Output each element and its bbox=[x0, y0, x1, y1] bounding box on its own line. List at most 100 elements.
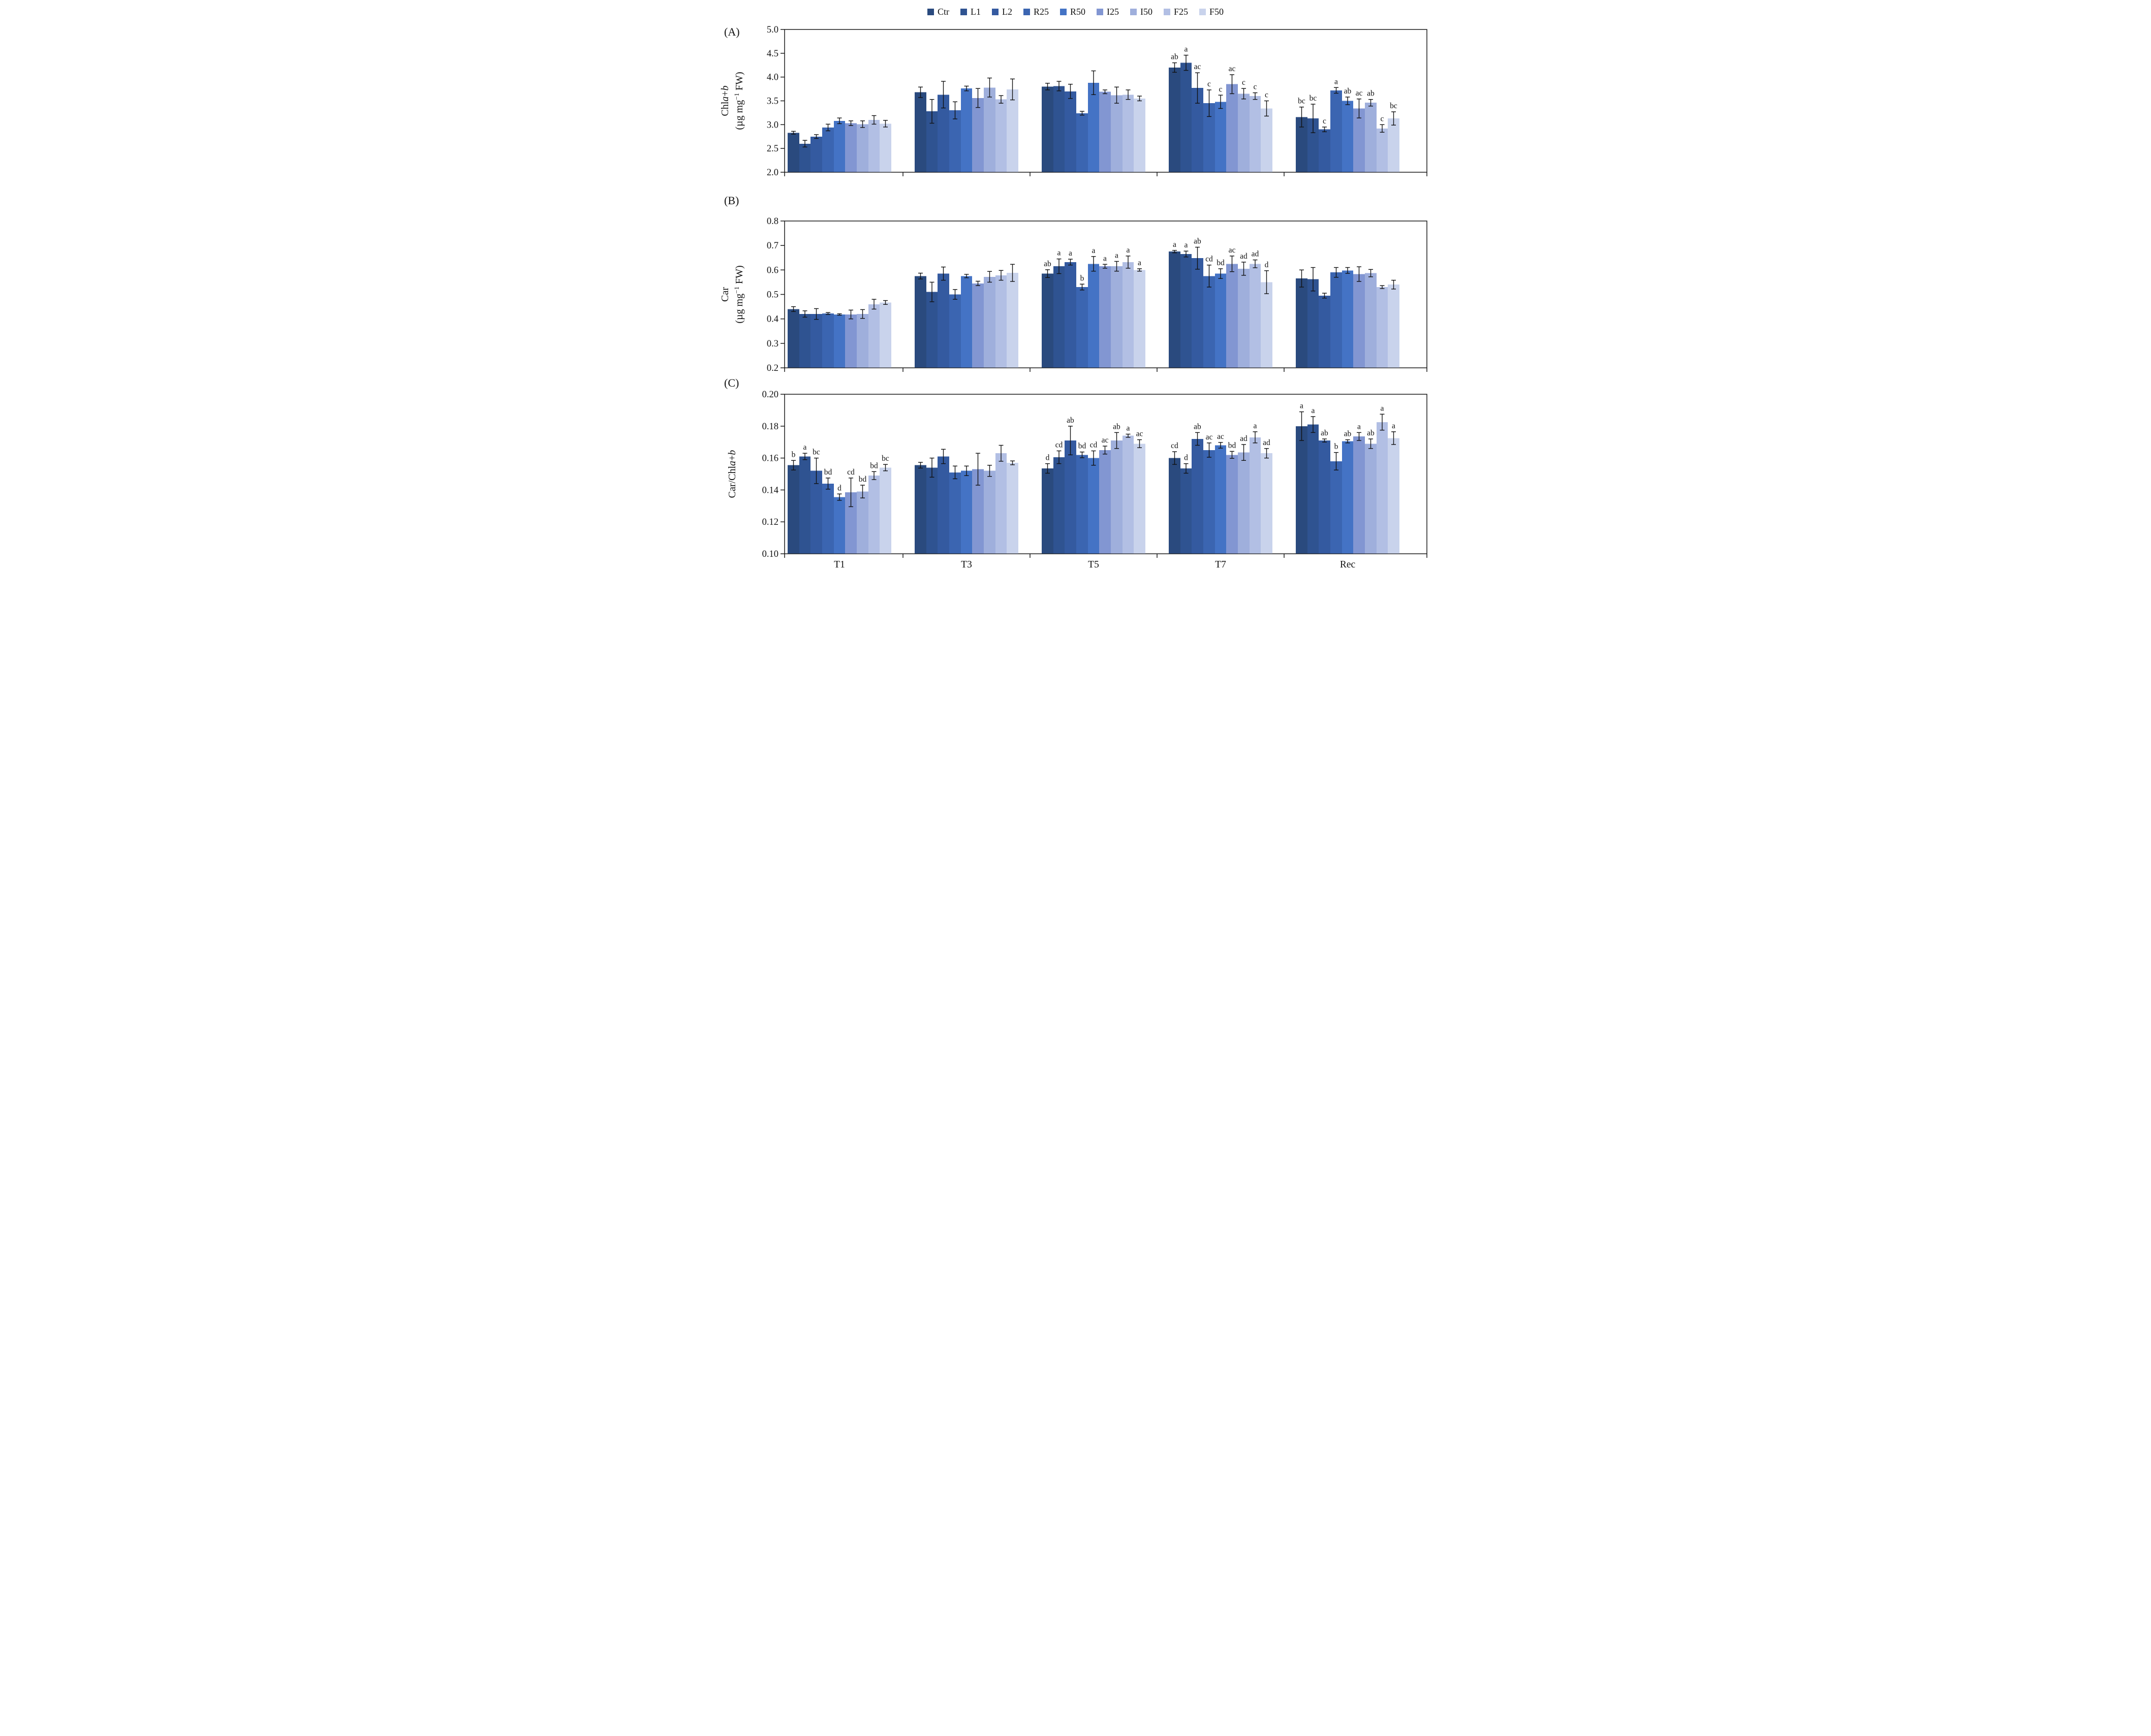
sig-letter: a bbox=[1357, 422, 1361, 431]
sig-letter: a bbox=[1138, 259, 1141, 267]
legend-swatch bbox=[927, 8, 934, 15]
sig-letter: ab bbox=[1321, 429, 1328, 437]
bar-f25-t5 bbox=[1123, 435, 1134, 554]
panel-c-svg: (C)0.200.180.160.140.120.10babcbddcdbdbd… bbox=[724, 376, 1427, 570]
legend-item-r25: R25 bbox=[1023, 7, 1049, 17]
bar-r50-rec bbox=[1342, 101, 1353, 172]
sig-letter: c bbox=[1219, 85, 1223, 93]
bar-f25-t3 bbox=[995, 99, 1007, 172]
legend-swatch bbox=[1199, 8, 1206, 15]
bar-ctr-t5 bbox=[1042, 468, 1053, 554]
y-tick-label: 0.16 bbox=[762, 454, 778, 464]
bar-f50-t7 bbox=[1261, 108, 1272, 172]
legend: Ctr L1 L2 R25 R50 I25 I50 F25 F50 bbox=[717, 0, 1434, 20]
bar-l2-t3 bbox=[938, 273, 949, 368]
bar-r25-t5 bbox=[1076, 455, 1088, 554]
bar-ctr-t3 bbox=[915, 276, 926, 368]
sig-letter: bd bbox=[859, 475, 867, 484]
bar-r25-t7 bbox=[1203, 276, 1215, 368]
y-tick-label: 0.6 bbox=[767, 265, 778, 275]
sig-letter: bc bbox=[1390, 102, 1397, 110]
bar-l2-t7 bbox=[1192, 88, 1203, 172]
sig-letter: bd bbox=[824, 468, 832, 477]
bar-ctr-t7 bbox=[1169, 251, 1180, 368]
bar-i25-t7 bbox=[1226, 264, 1238, 368]
bar-r25-rec bbox=[1330, 272, 1342, 368]
bar-i25-t3 bbox=[972, 98, 984, 172]
bar-i25-t5 bbox=[1099, 450, 1111, 554]
y-tick-label: 0.14 bbox=[762, 485, 778, 495]
bar-l1-t7 bbox=[1180, 254, 1192, 368]
bar-f50-t7 bbox=[1261, 453, 1272, 554]
bar-r25-t1 bbox=[822, 483, 834, 554]
bar-ctr-t7 bbox=[1169, 458, 1180, 554]
bar-i50-rec bbox=[1365, 103, 1377, 172]
bar-ctr-t7 bbox=[1169, 67, 1180, 172]
y-tick-label: 2.5 bbox=[767, 144, 778, 154]
legend-swatch bbox=[991, 8, 999, 15]
sig-letter: a bbox=[1254, 422, 1257, 430]
bar-i50-t3 bbox=[984, 87, 995, 172]
sig-letter: ab bbox=[1194, 237, 1201, 246]
sig-letter: ab bbox=[1344, 429, 1352, 438]
bar-i25-rec bbox=[1353, 436, 1365, 554]
sig-letter: c bbox=[1265, 91, 1268, 100]
bar-r25-t7 bbox=[1203, 103, 1215, 172]
y-tick-label: 0.18 bbox=[762, 422, 778, 432]
bar-l2-rec bbox=[1319, 295, 1330, 368]
sig-letter: a bbox=[1069, 249, 1072, 258]
sig-letter: bd bbox=[1217, 259, 1225, 267]
sig-letter: ab bbox=[1044, 260, 1051, 268]
bar-r50-t7 bbox=[1215, 102, 1226, 172]
sig-letter: bc bbox=[1310, 94, 1317, 103]
x-category-label: T3 bbox=[961, 559, 972, 570]
bar-i50-t3 bbox=[984, 276, 995, 368]
sig-letter: ad bbox=[1240, 434, 1248, 443]
bar-ctr-t3 bbox=[915, 465, 926, 554]
sig-letter: cd bbox=[1171, 441, 1178, 450]
bar-f50-rec bbox=[1388, 285, 1399, 368]
bar-i25-t3 bbox=[972, 469, 984, 554]
sig-letter: d bbox=[837, 484, 841, 492]
bar-i25-rec bbox=[1353, 108, 1365, 172]
y-tick-label: 0.10 bbox=[762, 549, 778, 559]
bar-l2-t5 bbox=[1065, 91, 1076, 172]
legend-swatch bbox=[1164, 8, 1170, 15]
sig-letter: ab bbox=[1113, 422, 1120, 431]
sig-letter: d bbox=[1184, 454, 1188, 462]
bar-f50-t3 bbox=[1007, 273, 1018, 368]
legend-item-r50: R50 bbox=[1059, 7, 1085, 17]
bar-i50-t7 bbox=[1238, 268, 1250, 368]
sig-letter: ac bbox=[1194, 62, 1201, 71]
bar-r50-t5 bbox=[1088, 82, 1099, 172]
sig-letter: d bbox=[1046, 454, 1050, 462]
sig-letter: a bbox=[1300, 402, 1303, 411]
bar-l2-t5 bbox=[1065, 262, 1076, 368]
sig-letter: cd bbox=[1055, 440, 1063, 449]
legend-label: I25 bbox=[1107, 6, 1119, 17]
y-tick-label: 0.2 bbox=[767, 363, 778, 373]
sig-letter: ac bbox=[1136, 429, 1143, 438]
bar-ctr-rec bbox=[1296, 278, 1307, 368]
bar-r50-t1 bbox=[834, 497, 845, 554]
bar-l1-t7 bbox=[1180, 468, 1192, 554]
sig-letter: cd bbox=[1090, 440, 1098, 449]
sig-letter: a bbox=[1184, 241, 1188, 249]
bar-i25-rec bbox=[1353, 274, 1365, 368]
bar-r25-t1 bbox=[822, 313, 834, 368]
bar-f25-t7 bbox=[1250, 264, 1261, 368]
sig-letter: ac bbox=[1229, 246, 1236, 255]
bar-ctr-t1 bbox=[788, 133, 799, 172]
legend-item-f25: F25 bbox=[1164, 7, 1188, 17]
bar-r50-t5 bbox=[1088, 264, 1099, 368]
sig-letter: bd bbox=[1078, 442, 1086, 451]
sig-letter: c bbox=[1323, 117, 1326, 125]
bar-r25-rec bbox=[1330, 461, 1342, 554]
sig-letter: a bbox=[1092, 246, 1096, 255]
bar-i25-t7 bbox=[1226, 455, 1238, 554]
bar-ctr-t5 bbox=[1042, 273, 1053, 368]
bar-l2-t3 bbox=[938, 456, 949, 554]
bar-l1-t5 bbox=[1053, 457, 1065, 554]
bar-i25-t5 bbox=[1099, 266, 1111, 368]
